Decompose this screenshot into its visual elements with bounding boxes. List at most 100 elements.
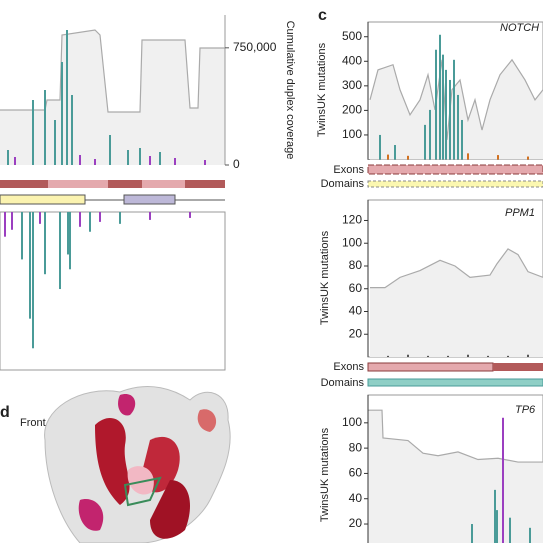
bar (442, 54, 444, 160)
bar (94, 159, 96, 165)
bar (67, 212, 69, 255)
bar (394, 145, 396, 160)
bar (447, 355, 449, 357)
exon (367, 164, 543, 175)
y-tick-label: 80 (349, 258, 363, 272)
bar (527, 156, 529, 160)
bar (502, 417, 504, 543)
bar (445, 69, 447, 160)
bar (14, 157, 16, 165)
track-label: Exons (333, 361, 364, 373)
exon (185, 180, 225, 188)
y-tick-label: 400 (342, 53, 362, 67)
bar (32, 212, 34, 349)
bar (4, 212, 6, 237)
bar (71, 95, 73, 165)
exon (493, 363, 543, 371)
bar (527, 354, 529, 357)
bar (204, 160, 206, 165)
bar (494, 489, 496, 543)
y2-tick-label: 0 (233, 157, 240, 171)
bar (109, 135, 111, 165)
bar (529, 527, 531, 543)
bar (487, 355, 489, 357)
bar (457, 94, 459, 160)
exon (108, 180, 142, 188)
y-tick-label: 120 (342, 213, 362, 227)
bar (387, 154, 389, 160)
bar (66, 30, 68, 165)
y-tick-label: 300 (342, 78, 362, 92)
surface-patch (197, 409, 217, 432)
surface-patch (127, 466, 154, 495)
exon (48, 180, 108, 188)
bar (429, 109, 431, 160)
coverage-area (368, 410, 543, 543)
coverage-line (369, 58, 543, 140)
bar (189, 212, 191, 218)
chart-title: TP6 (515, 404, 536, 416)
y-tick-label: 80 (349, 440, 363, 454)
bar (407, 354, 409, 357)
coverage-line (368, 409, 543, 463)
bar (467, 153, 469, 160)
bar (59, 212, 61, 290)
bar (119, 212, 121, 224)
bar (424, 124, 426, 160)
bar (99, 212, 101, 222)
y2-tick-label: 750,000 (233, 40, 277, 54)
y-tick-label: 500 (342, 29, 362, 43)
bar (61, 62, 63, 165)
bar (44, 212, 46, 275)
bar (439, 34, 441, 160)
exon (142, 180, 185, 188)
y-tick-label: 40 (349, 304, 363, 318)
bar (7, 150, 9, 165)
coverage-line (0, 29, 225, 113)
bar (44, 90, 46, 165)
domain (0, 194, 86, 205)
track-label: Exons (333, 164, 364, 176)
coverage-area (370, 59, 543, 160)
surface-patch (95, 417, 130, 505)
bar (507, 355, 509, 357)
y-tick-label: 60 (349, 281, 363, 295)
panel-label: d (0, 404, 10, 421)
view-label: Front (20, 417, 46, 429)
y-tick-label: 100 (342, 415, 362, 429)
bar (79, 212, 81, 227)
track-label: Domains (321, 178, 365, 190)
bar (32, 100, 34, 165)
y-tick-label: 20 (349, 516, 363, 530)
y-axis-label: TwinsUK mutations (316, 42, 328, 137)
bar (453, 59, 455, 160)
bar (467, 354, 469, 357)
exon (0, 180, 48, 188)
domain (123, 194, 176, 205)
bar (496, 510, 498, 543)
bar (11, 212, 13, 230)
chart-title: PPM1 (505, 207, 535, 219)
surface-patch (78, 499, 104, 531)
surface-patch (150, 480, 190, 539)
bar (139, 148, 141, 165)
y-axis-label: TwinsUK mutations (319, 427, 331, 522)
plot-frame (0, 211, 226, 371)
ligand (123, 476, 162, 507)
bar (174, 158, 176, 165)
y-tick-label: 200 (342, 103, 362, 117)
bar (127, 150, 129, 165)
chart-title: NOTCH (500, 22, 539, 34)
bar (54, 120, 56, 165)
bar (69, 212, 71, 270)
y-tick-label: 60 (349, 466, 363, 480)
bar (509, 517, 511, 543)
bar (29, 212, 31, 319)
bar (39, 212, 41, 224)
bar (407, 155, 409, 160)
bar (461, 119, 463, 160)
y-tick-label: 20 (349, 326, 363, 340)
y-axis-label: TwinsUK mutations (319, 230, 331, 325)
bar (471, 524, 473, 543)
coverage-area (0, 30, 225, 165)
